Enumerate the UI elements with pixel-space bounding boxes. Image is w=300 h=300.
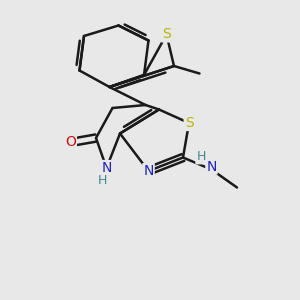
- Text: O: O: [65, 136, 76, 149]
- Text: N: N: [143, 164, 154, 178]
- Text: H: H: [97, 174, 107, 187]
- Text: S: S: [162, 28, 171, 41]
- Text: S: S: [184, 116, 194, 130]
- Text: N: N: [101, 161, 112, 175]
- Text: H: H: [196, 150, 206, 164]
- Text: N: N: [206, 160, 217, 173]
